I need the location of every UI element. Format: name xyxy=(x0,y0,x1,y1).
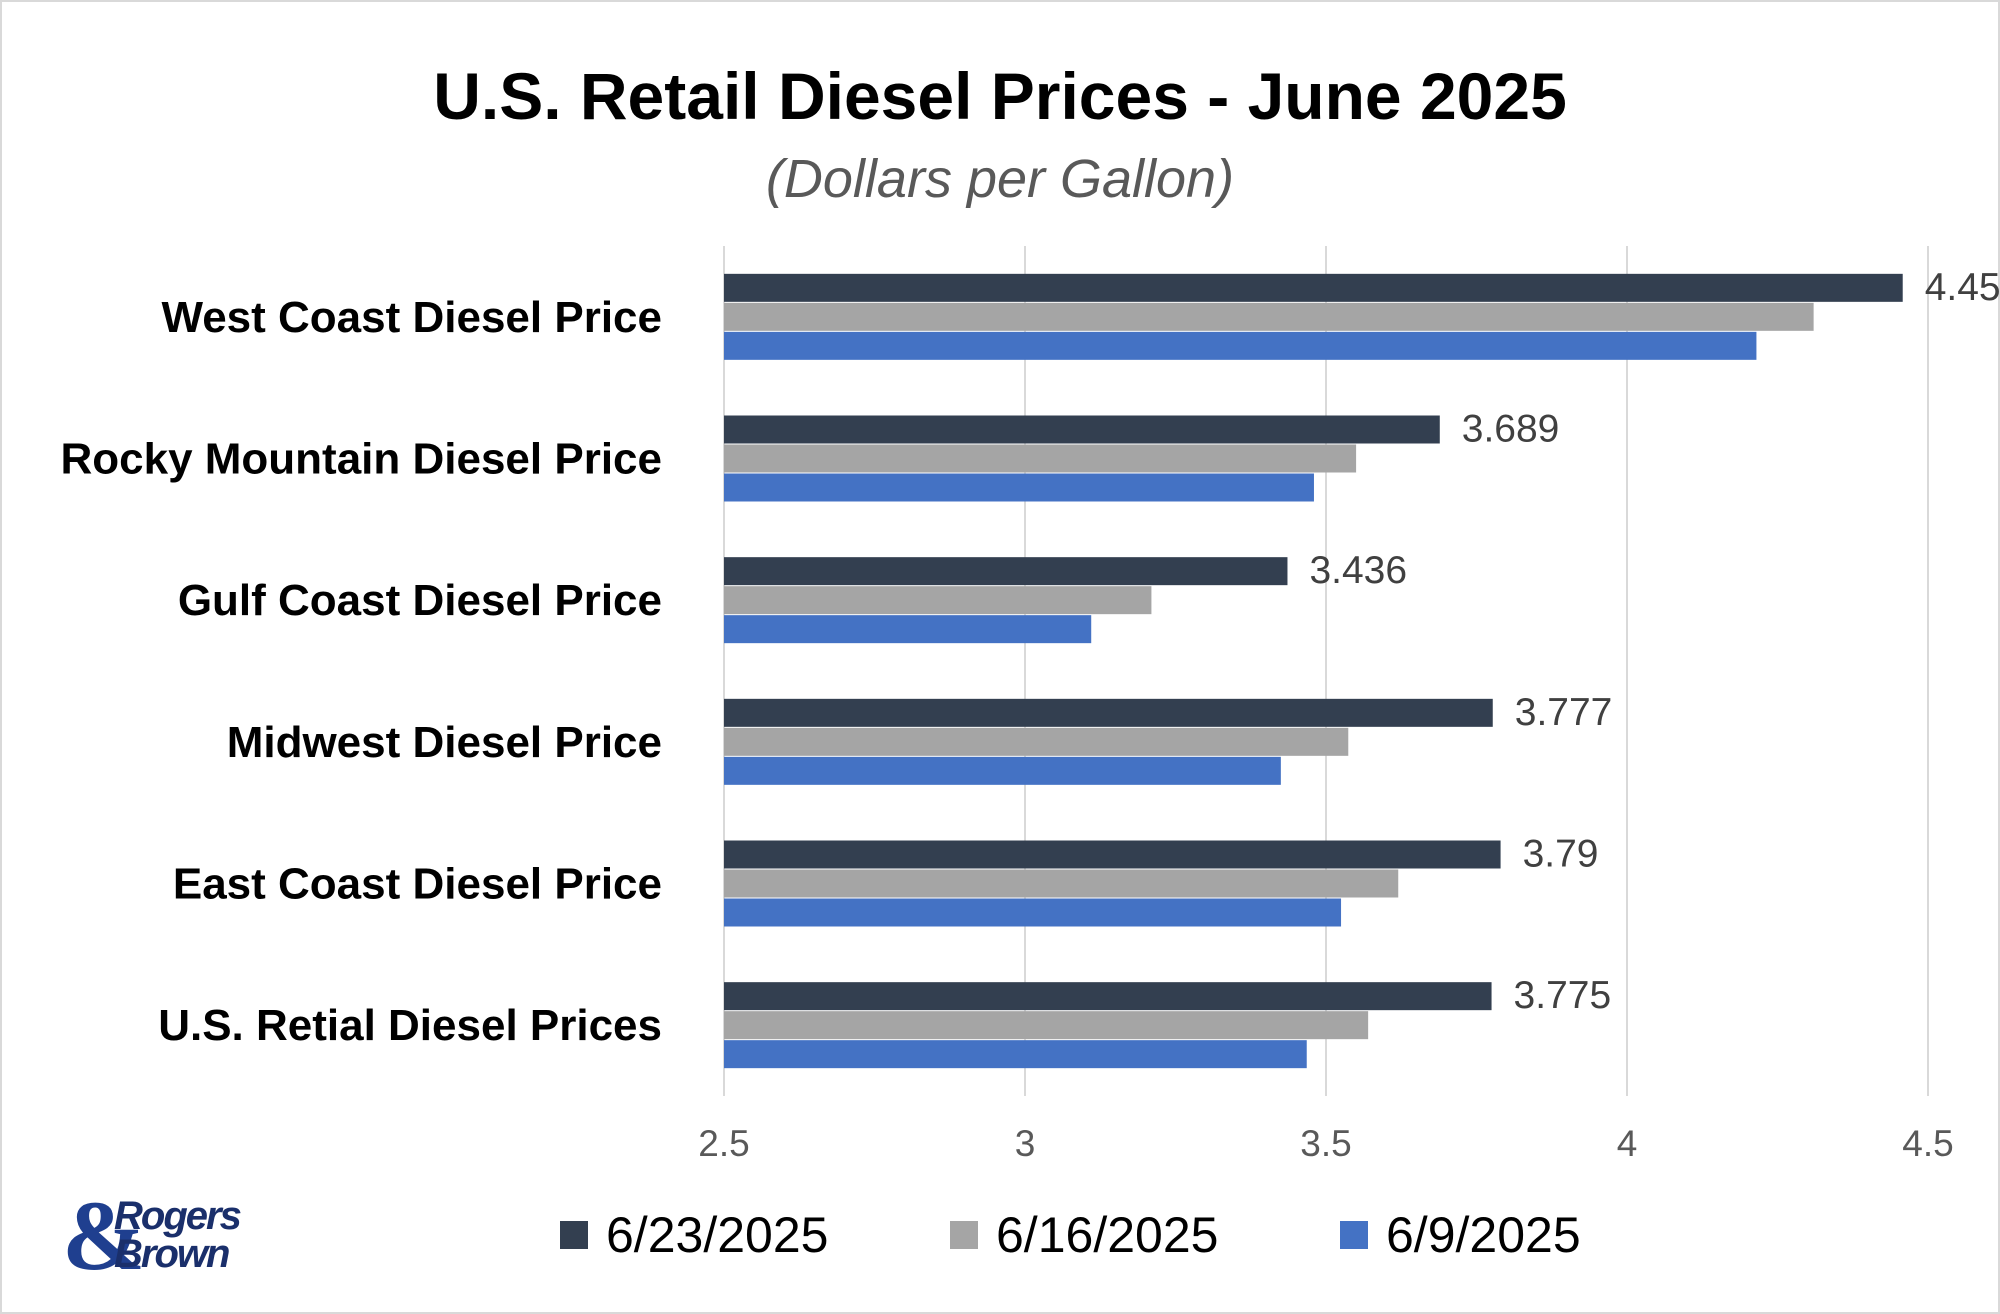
category-label-5: U.S. Retial Diesel Prices xyxy=(158,1001,662,1050)
bar-1-0 xyxy=(724,415,1440,444)
bar-5-0 xyxy=(724,982,1492,1011)
logo-line-2: Brown xyxy=(114,1232,230,1276)
x-tick-label-2: 3.5 xyxy=(1300,1123,1351,1164)
rogers-brown-logo: & Rogers Brown xyxy=(62,1186,282,1286)
legend-item-2: 6/9/2025 xyxy=(1340,1200,1581,1270)
bar-4-2 xyxy=(724,898,1342,927)
bar-4-1 xyxy=(724,869,1399,898)
logo-line-1: Rogers xyxy=(114,1194,242,1238)
legend-label-1: 6/16/2025 xyxy=(996,1207,1219,1263)
data-label-5: 3.775 xyxy=(1514,974,1612,1017)
logo-ampersand: & xyxy=(62,1180,146,1291)
bar-2-1 xyxy=(724,586,1152,615)
bar-0-1 xyxy=(724,302,1814,331)
bar-4-0 xyxy=(724,840,1501,869)
chart-subtitle: (Dollars per Gallon) xyxy=(765,149,1235,209)
category-label-4: East Coast Diesel Price xyxy=(173,860,662,909)
bar-3-1 xyxy=(724,727,1349,756)
legend-item-0: 6/23/2025 xyxy=(560,1200,828,1270)
data-label-3: 3.777 xyxy=(1515,691,1613,734)
bar-3-0 xyxy=(724,698,1493,727)
x-tick-label-4: 4.5 xyxy=(1902,1123,1953,1164)
legend-swatch-0 xyxy=(560,1221,588,1249)
legend-label-0: 6/23/2025 xyxy=(606,1207,829,1263)
legend-swatch-1 xyxy=(950,1221,978,1249)
chart-legend: 6/23/2025 6/16/2025 6/9/2025 xyxy=(560,1200,1760,1270)
bar-2-0 xyxy=(724,557,1288,586)
data-label-4: 3.79 xyxy=(1523,833,1599,876)
bar-5-1 xyxy=(724,1011,1369,1040)
data-label-1: 3.689 xyxy=(1462,408,1560,451)
category-label-2: Gulf Coast Diesel Price xyxy=(178,576,662,625)
category-label-3: Midwest Diesel Price xyxy=(227,718,662,767)
bar-3-2 xyxy=(724,756,1281,785)
bar-5-2 xyxy=(724,1040,1307,1069)
bar-1-2 xyxy=(724,473,1314,502)
bar-2-2 xyxy=(724,615,1092,644)
legend-swatch-2 xyxy=(1340,1221,1368,1249)
x-tick-label-0: 2.5 xyxy=(698,1123,749,1164)
bar-0-0 xyxy=(724,273,1903,302)
chart-title: U.S. Retail Diesel Prices - June 2025 xyxy=(433,59,1567,133)
data-label-2: 3.436 xyxy=(1309,549,1407,592)
bar-0-2 xyxy=(724,331,1757,360)
legend-item-1: 6/16/2025 xyxy=(950,1200,1218,1270)
x-tick-label-1: 3 xyxy=(1015,1123,1036,1164)
category-label-1: Rocky Mountain Diesel Price xyxy=(60,435,662,484)
category-label-0: West Coast Diesel Price xyxy=(161,293,662,342)
legend-label-2: 6/9/2025 xyxy=(1386,1207,1581,1263)
data-label-0: 4.458 xyxy=(1925,266,2000,309)
bar-1-1 xyxy=(724,444,1357,473)
x-tick-label-3: 4 xyxy=(1617,1123,1638,1164)
